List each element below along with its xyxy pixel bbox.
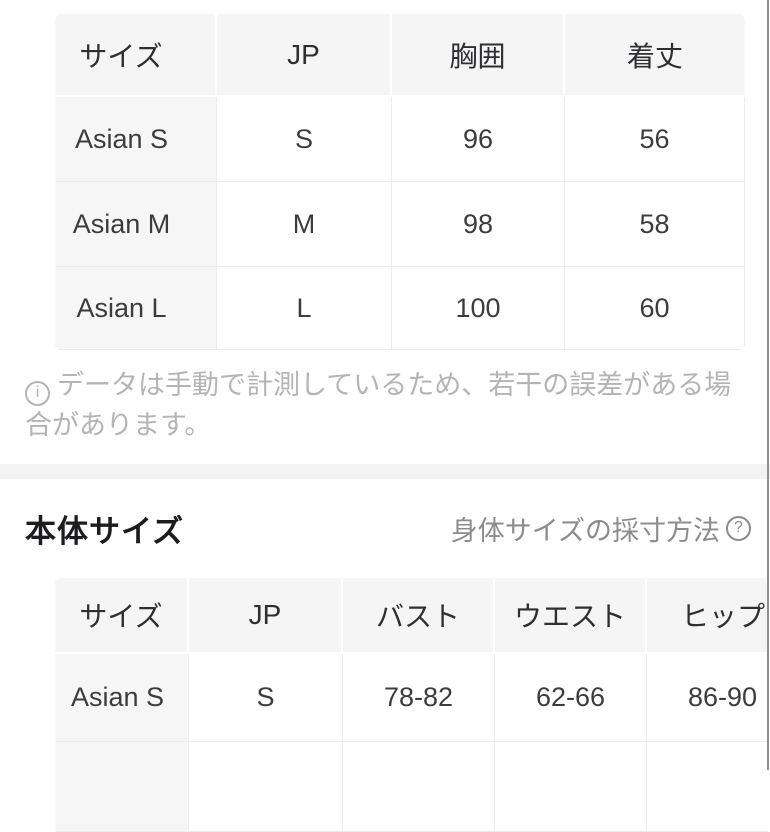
size-cell: Asian M	[55, 182, 217, 267]
garment-size-table: サイズ JP 胸囲 着丈 Asian S S 96 56 Asian M M 9…	[55, 14, 745, 350]
header-size: サイズ	[55, 14, 217, 97]
table-row: Asian M M 98 58	[55, 182, 745, 267]
header-jp: JP	[217, 14, 392, 97]
header-bust: バスト	[343, 578, 495, 654]
jp-cell: M	[217, 182, 392, 267]
table-row: Asian S S 96 56	[55, 97, 745, 182]
length-cell: 60	[565, 267, 745, 350]
size-cell: Asian S	[55, 654, 189, 742]
header-size: サイズ	[55, 578, 189, 654]
body-size-section-header: 本体サイズ 身体サイズの採寸方法 ?	[25, 505, 751, 551]
table-row: Asian L L 100 60	[55, 267, 745, 350]
length-cell: 56	[565, 97, 745, 182]
bust-cell: 78-82	[343, 654, 495, 742]
jp-cell: S	[217, 97, 392, 182]
header-jp: JP	[189, 578, 343, 654]
header-waist: ウエスト	[495, 578, 647, 654]
hip-cell	[647, 742, 768, 832]
jp-cell	[189, 742, 343, 832]
measure-guide-label: 身体サイズの採寸方法	[450, 515, 720, 546]
waist-cell	[495, 742, 647, 832]
garment-table-header-row: サイズ JP 胸囲 着丈	[55, 14, 745, 97]
section-divider	[0, 464, 770, 479]
table-row-partial	[55, 742, 768, 832]
chest-cell: 96	[392, 97, 565, 182]
screen-edge-line	[767, 0, 769, 770]
table-row: Asian S S 78-82 62-66 86-90	[55, 654, 768, 742]
length-cell: 58	[565, 182, 745, 267]
measure-guide-link[interactable]: 身体サイズの採寸方法 ?	[451, 509, 751, 548]
measurement-note-text: データは手動で計測しているため、若干の誤差がある場合があります。	[25, 370, 732, 440]
help-icon[interactable]: ?	[726, 515, 751, 541]
jp-cell: S	[189, 654, 343, 742]
chest-cell: 98	[392, 182, 565, 267]
size-cell: Asian L	[55, 267, 217, 350]
body-table-header-row: サイズ JP バスト ウエスト ヒップ	[55, 578, 768, 654]
measurement-note: i データは手動で計測しているため、若干の誤差がある場合があります。	[25, 366, 751, 444]
size-cell: Asian S	[55, 97, 217, 182]
hip-cell: 86-90	[647, 654, 768, 742]
body-size-table[interactable]: サイズ JP バスト ウエスト ヒップ Asian S S 78-82 62-6…	[55, 578, 768, 832]
chest-cell: 100	[392, 267, 565, 350]
waist-cell: 62-66	[495, 654, 647, 742]
bust-cell	[343, 742, 495, 832]
info-icon: i	[25, 380, 50, 406]
section-title: 本体サイズ	[25, 513, 185, 549]
jp-cell: L	[217, 267, 392, 350]
header-chest: 胸囲	[392, 14, 565, 97]
size-cell	[55, 742, 189, 832]
header-length: 着丈	[565, 14, 745, 97]
header-hip: ヒップ	[647, 578, 768, 654]
